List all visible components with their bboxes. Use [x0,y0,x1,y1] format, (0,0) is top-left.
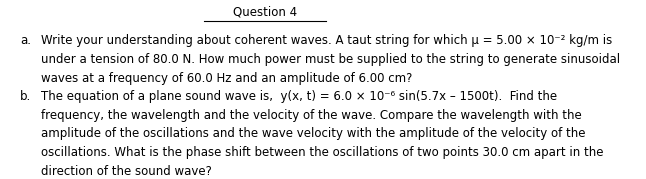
Text: Question 4: Question 4 [233,6,297,18]
Text: amplitude of the oscillations and the wave velocity with the amplitude of the ve: amplitude of the oscillations and the wa… [41,127,585,140]
Text: waves at a frequency of 60.0 Hz and an amplitude of 6.00 cm?: waves at a frequency of 60.0 Hz and an a… [41,72,412,85]
Text: b.: b. [20,90,31,103]
Text: The equation of a plane sound wave is,  y(x, t) = 6.0 × 10⁻⁶ sin(5.7x – 1500t). : The equation of a plane sound wave is, y… [41,90,557,103]
Text: under a tension of 80.0 N. How much power must be supplied to the string to gene: under a tension of 80.0 N. How much powe… [41,53,620,66]
Text: oscillations. What is the phase shift between the oscillations of two points 30.: oscillations. What is the phase shift be… [41,146,603,159]
Text: a.: a. [20,34,31,47]
Text: Write your understanding about coherent waves. A taut string for which μ = 5.00 : Write your understanding about coherent … [41,34,612,47]
Text: direction of the sound wave?: direction of the sound wave? [41,165,212,178]
Text: frequency, the wavelength and the velocity of the wave. Compare the wavelength w: frequency, the wavelength and the veloci… [41,109,581,122]
